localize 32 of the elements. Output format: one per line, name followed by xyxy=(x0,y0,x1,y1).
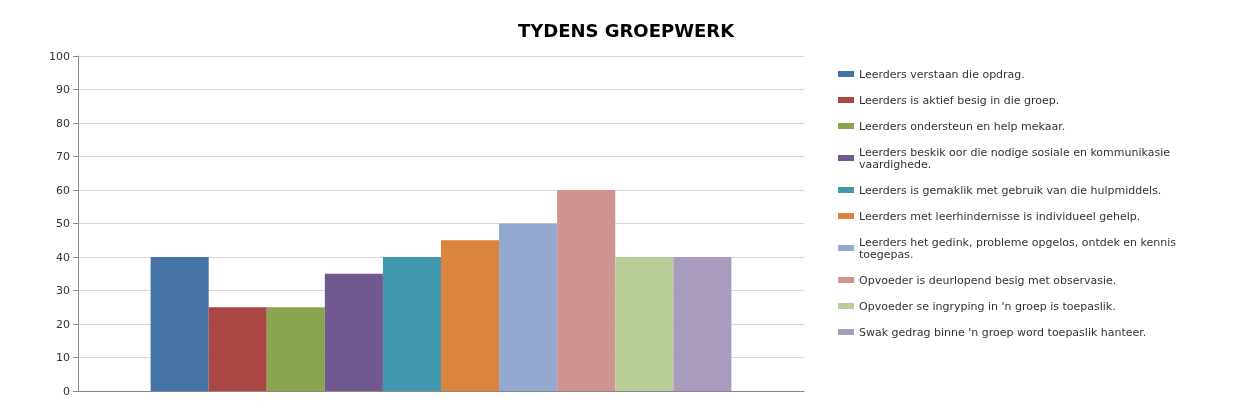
bar xyxy=(150,257,209,391)
legend-label: Swak gedrag binne 'n groep word toepaslik hanteer. xyxy=(859,325,1147,339)
legend-label: Opvoeder is deurlopend besig met observasie. xyxy=(859,273,1117,287)
bar xyxy=(557,190,616,391)
legend-label: Leerders is aktief besig in die groep. xyxy=(859,93,1060,107)
legend-label: Leerders is gemaklik met gebruik van die hulpmiddels. xyxy=(859,183,1162,197)
legend-label: Leerders met leerhindernisse is individueel gehelp. xyxy=(859,209,1141,223)
y-tick-label: 0 xyxy=(63,384,70,398)
bar xyxy=(499,223,558,391)
bar xyxy=(382,257,441,391)
bar xyxy=(208,307,267,391)
y-tick-label: 10 xyxy=(56,351,70,364)
y-tick-label: 50 xyxy=(56,217,70,230)
y-tick-label: 60 xyxy=(56,183,70,197)
legend-label: Leerders verstaan die opdrag. xyxy=(859,67,1025,81)
y-tick-label: 100 xyxy=(49,49,70,63)
y-tick-label: 20 xyxy=(56,317,70,331)
bar xyxy=(441,240,500,391)
y-tick-label: 70 xyxy=(56,150,70,163)
y-tick-label: 80 xyxy=(56,116,70,130)
y-tick-label: 30 xyxy=(56,284,70,297)
bar xyxy=(324,273,383,391)
y-tick-label: 40 xyxy=(56,250,70,264)
legend-label: Leerders beskik oor die nodige sosiale en kommunikasie vaardighede. xyxy=(859,145,1174,171)
bar xyxy=(673,257,732,391)
chart-title: TYDENS GROEPWERK xyxy=(517,19,736,41)
legend-label: Leerders ondersteun en help mekaar. xyxy=(859,119,1066,133)
bar xyxy=(266,307,325,391)
bar xyxy=(615,257,674,391)
legend-label: Opvoeder se ingryping in 'n groep is toepaslik. xyxy=(859,299,1116,313)
y-tick-label: 90 xyxy=(56,83,70,96)
legend-label: Leerders het gedink, probleme opgelos, ontdek en kennis toegepas. xyxy=(859,235,1180,261)
